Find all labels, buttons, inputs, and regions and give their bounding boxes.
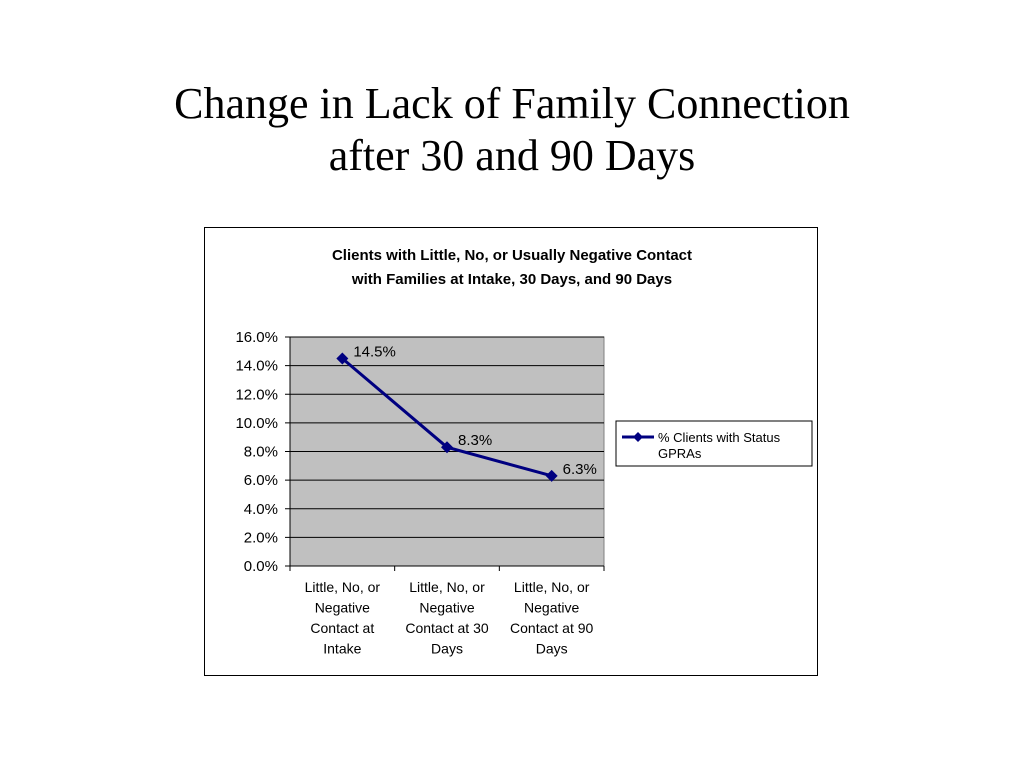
legend-marker bbox=[633, 432, 643, 442]
slide-title-line-2: after 30 and 90 Days bbox=[328, 131, 696, 180]
chart-title: Clients with Little, No, or Usually Nega… bbox=[205, 244, 819, 292]
x-tick-label: Little, No, or Negative Contact at 90 Days bbox=[510, 579, 593, 657]
slide-title-line-1: Change in Lack of Family Connection bbox=[174, 79, 850, 128]
chart-title-line-2: with Families at Intake, 30 Days, and 90… bbox=[351, 271, 673, 288]
legend-label-line-1: % Clients with Status bbox=[658, 430, 781, 445]
y-tick-label: 12.0% bbox=[235, 386, 278, 403]
y-tick-label: 4.0% bbox=[244, 501, 278, 518]
y-tick-label: 14.0% bbox=[235, 358, 278, 375]
y-tick-label: 16.0% bbox=[235, 329, 278, 346]
y-tick-label: 8.0% bbox=[244, 444, 278, 461]
legend-box bbox=[615, 420, 813, 467]
data-label: 6.3% bbox=[563, 461, 597, 478]
x-tick-label: Little, No, or Negative Contact at 30 Days bbox=[405, 579, 488, 657]
data-point-marker bbox=[336, 352, 349, 365]
legend-label-line-2: GPRAs bbox=[658, 446, 702, 461]
line-chart: 0.0% 2.0% 4.0% 6.0% 8.0% 10.0% 12.0% 14.0% 16.0%… bbox=[235, 329, 813, 657]
data-point-marker bbox=[441, 441, 453, 454]
chart-title-line-1: Clients with Little, No, or Usually Nega… bbox=[331, 247, 693, 264]
data-label: 8.3% bbox=[458, 432, 492, 449]
slide-title: Change in Lack of Family Connection afte… bbox=[0, 78, 1024, 182]
y-tick-label: 0.0% bbox=[244, 558, 278, 575]
chart-frame: Clients with Little, No, or Usually Nega… bbox=[204, 227, 818, 676]
y-tick-label: 10.0% bbox=[235, 415, 278, 432]
data-label: 14.5% bbox=[353, 343, 396, 360]
y-tick-label: 6.0% bbox=[244, 472, 278, 489]
y-tick-label: 2.0% bbox=[244, 529, 278, 546]
x-tick-label: Little, No, or Negative Contact at Intake bbox=[305, 579, 381, 657]
data-point-marker bbox=[545, 469, 558, 482]
